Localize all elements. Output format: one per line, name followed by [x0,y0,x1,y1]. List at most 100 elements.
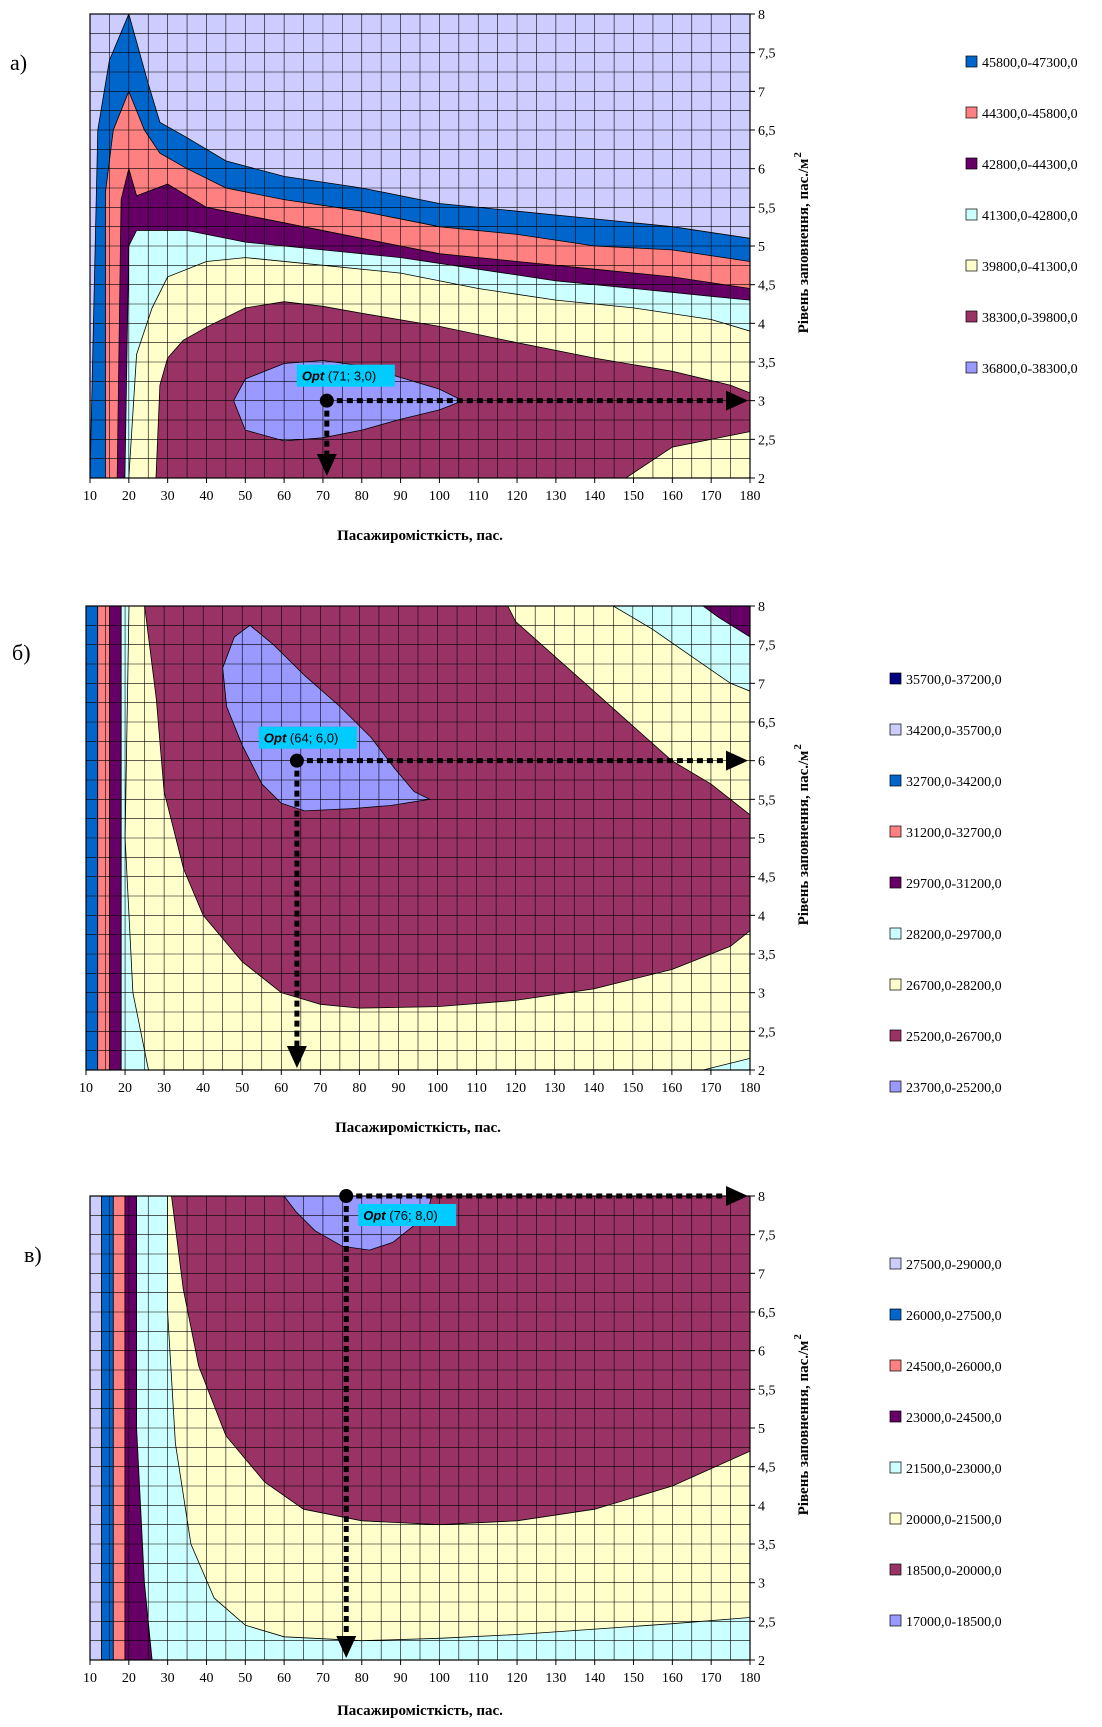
x-tick-label: 60 [277,1671,291,1686]
x-tick-label: 110 [468,489,488,504]
y-tick-label: 4,5 [758,871,776,886]
x-tick-label: 80 [355,1671,369,1686]
y-axis-title: Рівень заповнення, пас./м2 [792,1334,812,1516]
legend-swatch [889,1563,902,1576]
y-tick-label: 4 [758,317,765,332]
x-tick-label: 160 [662,489,683,504]
optimum-label-box [258,726,357,749]
y-axis-title-superscript: 2 [792,1334,804,1340]
arrowhead-right [726,750,748,771]
legend: 27500,0-29000,0 26000,0-27500,0 24500,0-26… [889,1257,1002,1630]
y-tick-label: 6,5 [758,716,776,731]
legend-label: 39800,0-41300,0 [982,260,1078,275]
y-tick-label: 5,5 [758,201,776,216]
legend-label: 24500,0-26000,0 [906,1360,1002,1375]
y-tick-label: 6 [758,755,765,770]
x-tick-label: 30 [157,1081,171,1096]
y-tick-label: 2,5 [758,1615,776,1630]
x-tick-label: 90 [391,1081,405,1096]
optimum-label-bold: Opt [363,1208,386,1223]
y-tick-label: 5 [758,1422,765,1437]
x-tick-label: 30 [161,1671,175,1686]
x-tick-label: 90 [394,1671,408,1686]
x-tick-label: 50 [238,1671,252,1686]
x-tick-label: 80 [355,489,369,504]
legend-label: 28200,0-29700,0 [906,928,1002,943]
y-axis-title: Рівень заповнення, пас./м2 [792,744,812,926]
legend-label: 45800,0-47300,0 [982,56,1078,71]
x-tick-label: 20 [118,1081,132,1096]
y-tick-label: 2,5 [758,433,776,448]
y-tick-label: 5 [758,240,765,255]
optimum-label-bold: Opt [302,369,325,384]
legend-swatch [889,978,902,991]
optimum-label-coords: (76; 8,0) [386,1208,438,1223]
x-tick-label: 180 [740,1671,761,1686]
y-tick-label: 8 [758,1190,765,1205]
y-axis-title: Рівень заповнення, пас./м2 [792,152,812,334]
legend-label: 38300,0-39800,0 [982,311,1078,326]
legend: 35700,0-37200,0 34200,0-35700,0 32700,0-34… [889,672,1002,1096]
x-tick-label: 170 [701,1671,722,1686]
y-tick-label: 5 [758,832,765,847]
x-tick-label: 70 [316,489,330,504]
y-tick-label: 6,5 [758,1306,776,1321]
x-tick-label: 160 [662,1671,683,1686]
legend-swatch [889,927,902,940]
x-tick-label: 70 [313,1081,327,1096]
x-tick-label: 170 [701,489,722,504]
legend: 45800,0-47300,0 44300,0-45800,0 42800,0-44… [965,55,1078,377]
y-tick-label: 3,5 [758,1538,776,1553]
y-axis-title-text: Рівень заповнення, пас./м [796,751,812,926]
y-axis-title-superscript: 2 [792,152,804,158]
y-tick-label: 2 [758,1654,765,1669]
y-tick-label: 3,5 [758,356,776,371]
x-tick-label: 120 [505,1081,526,1096]
x-tick-label: 170 [700,1081,721,1096]
chart-panel-2: б) 10 20 30 40 50 60 70 80 90 100 110 120 130 140 150 16… [12,600,1002,1136]
x-axis-title: Пасажиромісткість, пас. [337,528,503,544]
x-tick-label: 130 [544,1081,565,1096]
y-tick-label: 7,5 [758,1229,776,1244]
legend-swatch [889,723,902,736]
legend-label: 36800,0-38300,0 [982,362,1078,377]
y-tick-label: 4 [758,909,765,924]
y-tick-label: 2 [758,1064,765,1079]
optimum-label: Opt (71; 3,0) [302,369,376,384]
x-tick-label: 100 [429,1671,450,1686]
y-tick-label: 5,5 [758,1383,776,1398]
optimum-point [289,753,304,768]
x-tick-label: 80 [352,1081,366,1096]
x-tick-label: 40 [199,1671,213,1686]
x-tick-label: 40 [196,1081,210,1096]
x-tick-label: 50 [235,1081,249,1096]
y-tick-label: 7 [758,85,765,100]
legend-label: 23000,0-24500,0 [906,1411,1002,1426]
x-axis-title: Пасажиромісткість, пас. [335,1120,501,1136]
optimum-label: Opt (76; 8,0) [363,1208,437,1223]
contour-band-8 [222,624,432,812]
x-tick-label: 10 [83,489,97,504]
y-tick-label: 3,5 [758,948,776,963]
legend-swatch [889,1359,902,1372]
panel-label: а) [10,50,27,75]
optimum-label-bold: Opt [264,731,287,746]
legend-swatch [965,106,978,119]
x-tick-label: 70 [316,1671,330,1686]
optimum-label-box [358,1204,457,1226]
y-tick-label: 3 [758,987,765,1002]
chart-panel-3: в) 10 20 30 40 50 60 70 80 90 100 110 120 130 140 150 16… [24,1186,1002,1719]
chart-panel-1: а) 10 20 30 40 50 60 70 80 90 100 110 120 130 140 150 16… [10,8,1078,544]
y-axis-title-text: Рівень заповнення, пас./м [796,159,812,334]
y-tick-label: 2,5 [758,1025,776,1040]
legend-swatch [889,1029,902,1042]
legend-label: 27500,0-29000,0 [906,1258,1002,1273]
y-tick-label: 7,5 [758,639,776,654]
legend-label: 29700,0-31200,0 [906,877,1002,892]
y-tick-label: 8 [758,8,765,23]
y-tick-label: 2 [758,472,765,487]
x-tick-label: 160 [661,1081,682,1096]
legend-label: 32700,0-34200,0 [906,775,1002,790]
legend-swatch [889,1410,902,1423]
